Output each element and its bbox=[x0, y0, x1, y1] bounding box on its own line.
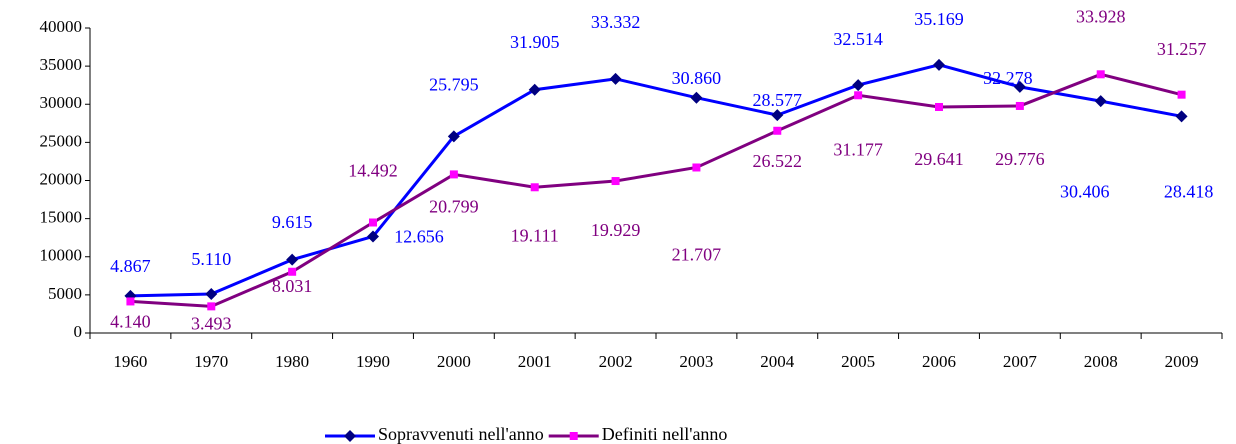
y-tick-label: 30000 bbox=[40, 93, 83, 112]
marker bbox=[1096, 70, 1105, 79]
marker bbox=[528, 83, 541, 96]
marker bbox=[344, 430, 356, 442]
marker bbox=[609, 72, 622, 85]
marker bbox=[690, 91, 703, 104]
marker bbox=[611, 177, 620, 186]
y-tick-label: 35000 bbox=[40, 55, 83, 74]
marker bbox=[771, 109, 784, 122]
marker bbox=[852, 79, 865, 92]
value-label: 19.111 bbox=[511, 225, 559, 245]
y-tick-label: 20000 bbox=[40, 169, 83, 188]
marker bbox=[205, 288, 218, 301]
value-label: 28.577 bbox=[753, 90, 803, 110]
value-label: 31.257 bbox=[1157, 39, 1207, 59]
value-label: 25.795 bbox=[429, 74, 479, 94]
value-label: 31.905 bbox=[510, 32, 560, 52]
y-tick-label: 10000 bbox=[40, 246, 83, 265]
marker bbox=[126, 297, 135, 306]
marker bbox=[1175, 110, 1188, 123]
value-label: 21.707 bbox=[672, 245, 722, 265]
marker bbox=[449, 170, 458, 179]
marker bbox=[288, 267, 297, 276]
legend-label: Sopravvenuti nell'anno bbox=[378, 424, 544, 444]
value-label: 30.860 bbox=[672, 68, 722, 88]
x-tick-label: 1960 bbox=[113, 352, 147, 371]
y-tick-label: 0 bbox=[74, 322, 83, 341]
value-label: 14.492 bbox=[348, 161, 398, 181]
x-tick-label: 2005 bbox=[841, 352, 875, 371]
y-tick-label: 40000 bbox=[40, 17, 83, 36]
marker bbox=[1013, 80, 1026, 93]
marker bbox=[1177, 90, 1186, 99]
x-tick-label: 2003 bbox=[679, 352, 713, 371]
marker bbox=[207, 302, 216, 311]
value-label: 3.493 bbox=[191, 313, 232, 333]
value-label: 5.110 bbox=[191, 249, 231, 269]
marker bbox=[367, 230, 379, 243]
value-label: 28.418 bbox=[1164, 181, 1214, 201]
x-tick-label: 1980 bbox=[275, 352, 309, 371]
x-tick-label: 2009 bbox=[1165, 352, 1199, 371]
value-label: 32.278 bbox=[983, 68, 1033, 88]
value-label: 32.514 bbox=[833, 29, 883, 49]
series-line bbox=[130, 72, 1182, 308]
value-label: 30.406 bbox=[1060, 181, 1110, 201]
y-tick-label: 25000 bbox=[40, 131, 83, 150]
marker bbox=[369, 218, 377, 227]
x-tick-label: 2000 bbox=[437, 352, 471, 371]
value-label: 8.031 bbox=[272, 276, 313, 296]
marker bbox=[1015, 101, 1024, 110]
value-label: 19.929 bbox=[591, 220, 641, 240]
x-tick-label: 2004 bbox=[760, 352, 795, 371]
marker bbox=[933, 58, 945, 71]
legend-label: Definiti nell'anno bbox=[602, 424, 728, 444]
y-tick-label: 15000 bbox=[40, 208, 83, 227]
value-label: 29.776 bbox=[995, 149, 1045, 169]
value-label: 26.522 bbox=[753, 151, 803, 171]
marker bbox=[854, 91, 863, 100]
x-tick-label: 2007 bbox=[1003, 352, 1038, 371]
value-label: 12.656 bbox=[394, 227, 444, 247]
marker bbox=[1094, 95, 1107, 108]
value-label: 33.332 bbox=[591, 12, 641, 32]
value-label: 20.799 bbox=[429, 197, 479, 217]
value-label: 29.641 bbox=[914, 149, 964, 169]
x-tick-label: 2002 bbox=[599, 352, 633, 371]
marker bbox=[935, 102, 943, 111]
marker bbox=[447, 130, 460, 143]
x-tick-label: 2008 bbox=[1084, 352, 1118, 371]
marker bbox=[530, 183, 539, 192]
marker bbox=[692, 163, 701, 172]
value-label: 31.177 bbox=[833, 139, 883, 159]
marker bbox=[773, 126, 782, 135]
series-line bbox=[130, 63, 1182, 298]
marker bbox=[569, 432, 578, 440]
value-label: 4.140 bbox=[110, 312, 151, 332]
marker bbox=[286, 253, 299, 266]
y-tick-label: 5000 bbox=[48, 284, 82, 303]
x-tick-label: 1990 bbox=[356, 352, 390, 371]
value-label: 33.928 bbox=[1076, 6, 1126, 26]
value-label: 4.867 bbox=[110, 256, 151, 276]
value-label: 35.169 bbox=[914, 9, 964, 29]
x-tick-label: 2006 bbox=[922, 352, 956, 371]
value-label: 9.615 bbox=[272, 212, 313, 232]
x-tick-label: 1970 bbox=[194, 352, 228, 371]
x-tick-label: 2001 bbox=[518, 352, 552, 371]
